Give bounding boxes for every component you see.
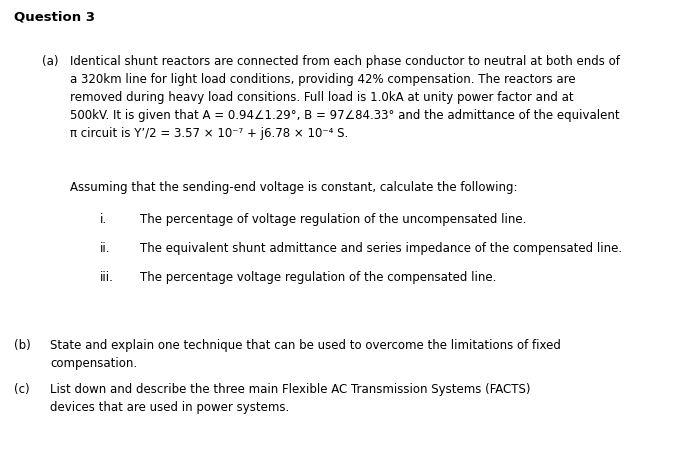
Text: State and explain one technique that can be used to overcome the limitations of : State and explain one technique that can…	[50, 339, 561, 353]
Text: The percentage voltage regulation of the compensated line.: The percentage voltage regulation of the…	[140, 271, 496, 284]
Text: List down and describe the three main Flexible AC Transmission Systems (FACTS): List down and describe the three main Fl…	[50, 383, 531, 396]
Text: (a): (a)	[42, 55, 59, 68]
Text: removed during heavy load consitions. Full load is 1.0kA at unity power factor a: removed during heavy load consitions. Fu…	[70, 91, 573, 104]
Text: a 320km line for light load conditions, providing 42% compensation. The reactors: a 320km line for light load conditions, …	[70, 73, 575, 86]
Text: iii.: iii.	[100, 271, 114, 284]
Text: ii.: ii.	[100, 242, 111, 255]
Text: Assuming that the sending-end voltage is constant, calculate the following:: Assuming that the sending-end voltage is…	[70, 181, 517, 194]
Text: Question 3: Question 3	[14, 10, 95, 23]
Text: compensation.: compensation.	[50, 358, 137, 370]
Text: (b): (b)	[14, 339, 31, 353]
Text: (c): (c)	[14, 383, 29, 396]
Text: devices that are used in power systems.: devices that are used in power systems.	[50, 401, 289, 414]
Text: π circuit is Y’/2 = 3.57 × 10⁻⁷ + j6.78 × 10⁻⁴ S.: π circuit is Y’/2 = 3.57 × 10⁻⁷ + j6.78 …	[70, 127, 349, 140]
Text: The percentage of voltage regulation of the uncompensated line.: The percentage of voltage regulation of …	[140, 213, 526, 226]
Text: i.: i.	[100, 213, 107, 226]
Text: 500kV. It is given that A = 0.94∠1.29°, B = 97∠84.33° and the admittance of the : 500kV. It is given that A = 0.94∠1.29°, …	[70, 109, 620, 122]
Text: Identical shunt reactors are connected from each phase conductor to neutral at b: Identical shunt reactors are connected f…	[70, 55, 620, 68]
Text: The equivalent shunt admittance and series impedance of the compensated line.: The equivalent shunt admittance and seri…	[140, 242, 622, 255]
